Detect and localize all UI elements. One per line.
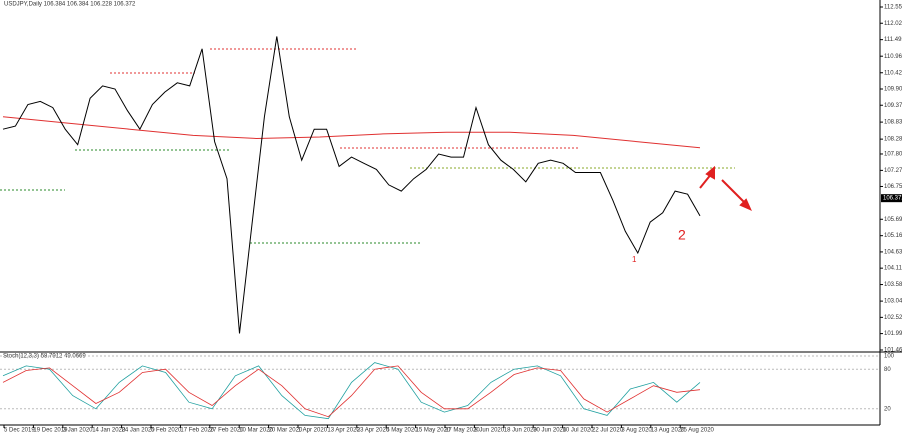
price-label: 103.580	[884, 282, 902, 288]
date-label: 24 Jan 2020	[122, 428, 156, 434]
price-label: 109.375	[884, 103, 902, 109]
stoch-label: 20	[884, 406, 891, 412]
stoch-label: 80	[884, 367, 891, 373]
date-label: 8 Jun 2020	[474, 428, 504, 434]
date-label: 5 Feb 2020	[151, 428, 182, 434]
price-label: 103.045	[884, 299, 902, 305]
date-label: 19 Dec 2019	[33, 428, 68, 434]
date-label: 15 May 2020	[416, 428, 451, 434]
date-label: 5 May 2020	[386, 428, 418, 434]
price-line	[2, 36, 701, 334]
date-label: 20 Mar 2020	[269, 428, 303, 434]
date-label: 22 Jul 2020	[592, 428, 624, 434]
price-label: 112.550	[884, 5, 902, 11]
price-label: 101.995	[884, 331, 902, 337]
price-label: 109.900	[884, 87, 902, 93]
date-label: 17 Feb 2020	[180, 428, 214, 434]
date-label: 5 Dec 2019	[4, 428, 35, 434]
date-label: 1 Apr 2020	[298, 428, 328, 434]
date-label: 10 Mar 2020	[239, 428, 273, 434]
stoch-title: Stoch(12,3,3) 58.7912 49.0669	[3, 354, 86, 360]
price-label: 104.635	[884, 249, 902, 255]
last-price-label: 106.372	[883, 196, 902, 202]
stoch-signal	[2, 365, 701, 418]
annotation: 2	[678, 227, 686, 243]
date-label: 14 Jan 2020	[92, 428, 126, 434]
date-label: 3 Aug 2020	[621, 428, 652, 434]
price-label: 112.025	[884, 21, 902, 27]
last-price-box	[881, 194, 902, 203]
price-label: 111.495	[884, 37, 902, 43]
date-label: 27 Feb 2020	[210, 428, 244, 434]
date-label: 30 Jun 2020	[533, 428, 567, 434]
price-label: 110.960	[884, 54, 902, 60]
date-label: 13 Apr 2020	[327, 428, 360, 434]
date-label: 25 Aug 2020	[680, 428, 714, 434]
annotation: 1	[632, 255, 637, 264]
date-label: 23 Apr 2020	[357, 428, 390, 434]
price-label: 107.800	[884, 152, 902, 158]
date-label: 3 Jan 2020	[63, 428, 93, 434]
price-label: 108.830	[884, 120, 902, 126]
date-label: 10 Jul 2020	[563, 428, 595, 434]
price-label: 105.690	[884, 217, 902, 223]
price-label: 102.520	[884, 315, 902, 321]
arrows	[699, 165, 752, 211]
price-label: 110.425	[884, 70, 902, 76]
stoch-label: 100	[884, 354, 895, 360]
level-lines	[0, 48, 735, 244]
price-label: 106.750	[884, 184, 902, 190]
date-label: 18 Jun 2020	[504, 428, 538, 434]
date-label: 27 May 2020	[445, 428, 480, 434]
price-label: 108.280	[884, 137, 902, 143]
moving-average	[2, 116, 701, 149]
price-label: 101.465	[884, 348, 902, 354]
chart-header: USDJPY,Daily 106.384 106.384 106.228 106…	[4, 2, 136, 8]
date-label: 13 Aug 2020	[651, 428, 685, 434]
stoch-main	[2, 362, 701, 420]
price-label: 104.110	[884, 266, 902, 272]
price-label: 107.270	[884, 168, 902, 174]
price-label: 105.160	[884, 233, 902, 239]
